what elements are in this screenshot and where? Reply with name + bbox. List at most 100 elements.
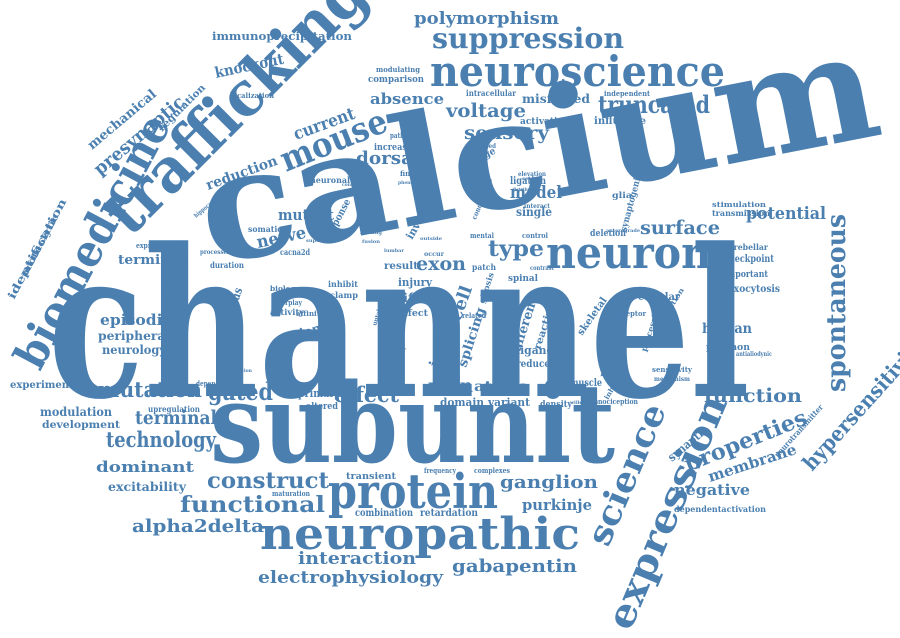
word-finding: finding bbox=[400, 169, 428, 178]
word-phenotype: phenotype bbox=[398, 180, 424, 186]
word-absence: absence bbox=[370, 90, 444, 108]
word-functional: functional bbox=[180, 492, 325, 518]
word-consistent: consistent bbox=[342, 182, 369, 188]
word-mutation: mutation bbox=[98, 377, 202, 402]
word-reduce: reduce bbox=[516, 359, 550, 370]
word-experimental: experimental bbox=[10, 380, 84, 391]
word-development: development bbox=[42, 420, 120, 431]
word-variant: variant bbox=[487, 396, 531, 409]
word-cacna2d: cacna2d bbox=[280, 247, 310, 257]
word-negative: negative bbox=[674, 481, 750, 499]
word-clamp: clamp bbox=[330, 290, 358, 300]
word-purkinje: purkinje bbox=[522, 496, 592, 514]
word-ligand: ligand bbox=[516, 344, 554, 357]
word-peripheral: peripheral bbox=[98, 329, 170, 343]
word-independent: independent bbox=[604, 89, 651, 98]
word-human: human bbox=[702, 321, 752, 337]
word-misfolded: misfolded bbox=[522, 92, 591, 106]
word-receptor: receptor bbox=[614, 309, 646, 318]
word-spontaneous: spontaneous bbox=[822, 214, 852, 392]
word-transmission: transmission bbox=[712, 208, 770, 218]
word-animal: animal bbox=[360, 221, 383, 228]
word-complexes: complexes bbox=[474, 466, 510, 475]
word-somatic: somatic bbox=[248, 224, 282, 234]
word-contrast: contrast bbox=[530, 265, 554, 272]
word-spinal: spinal bbox=[508, 274, 539, 284]
word-increase: increase bbox=[374, 143, 412, 153]
word-subunit: subunit bbox=[210, 359, 615, 488]
word-affinity: affinity bbox=[296, 309, 325, 318]
word-interaction: interaction bbox=[298, 549, 416, 569]
word-neuronal: neuronal bbox=[310, 175, 350, 185]
word-intracellular: intracellular bbox=[466, 88, 517, 98]
word-elevation: elevation bbox=[518, 171, 547, 178]
word-dependent: dependent bbox=[196, 379, 231, 388]
word-affect: affect bbox=[398, 309, 429, 319]
word-duration: duration bbox=[210, 260, 244, 270]
word-neuroscience: neuroscience bbox=[430, 47, 725, 96]
word-localization: localization bbox=[230, 91, 274, 100]
word-increased: increased bbox=[466, 143, 497, 150]
word-surface: surface bbox=[640, 217, 720, 239]
word-mutant: mutant bbox=[278, 206, 334, 224]
word-single: single bbox=[516, 205, 552, 219]
word-ionic: ionic bbox=[386, 339, 404, 346]
word-severe: severe bbox=[522, 176, 542, 182]
word-combination: combination bbox=[355, 508, 414, 519]
word-modulating: modulating bbox=[376, 65, 420, 74]
word-stimulation: stimulation bbox=[712, 200, 766, 209]
word-ataxia: ataxia bbox=[474, 379, 529, 395]
word-outside: outside bbox=[420, 236, 442, 242]
word-neuron: neuron bbox=[546, 228, 711, 279]
word-inhibit: inhibit bbox=[328, 279, 358, 289]
word-potential: potential bbox=[746, 204, 826, 224]
word-gabapentin: gabapentin bbox=[452, 556, 577, 577]
word-polymorphism: polymorphism bbox=[414, 9, 559, 29]
word-plasmon: plasmon bbox=[706, 343, 750, 353]
word-electrophysiology: electrophysiology bbox=[258, 568, 444, 588]
word-comparison: comparison bbox=[368, 75, 424, 85]
word-ganglion: ganglion bbox=[500, 472, 598, 493]
word-effect: effect bbox=[334, 382, 399, 407]
word-model: model bbox=[510, 183, 562, 203]
word-cerebellar: cerebellar bbox=[724, 242, 769, 252]
word-additional: additional bbox=[272, 339, 298, 345]
word-neuropathic: neuropathic bbox=[260, 509, 580, 560]
word-alpha2delta: alpha2delta bbox=[132, 516, 264, 537]
word-patch: patch bbox=[472, 262, 496, 272]
word-injury: injury bbox=[398, 276, 433, 289]
word-activation: activation bbox=[520, 117, 570, 127]
word-voltage: voltage bbox=[445, 100, 526, 122]
word-fusion: fusion bbox=[362, 239, 380, 245]
word-suppression: suppression bbox=[432, 22, 624, 55]
word-type: type bbox=[488, 236, 544, 262]
word-domain: domain bbox=[440, 396, 484, 409]
word-factor: factor bbox=[386, 347, 407, 354]
word-influence: influence bbox=[594, 116, 646, 127]
word-immunoprecipitation: immunoprecipitation bbox=[212, 30, 352, 43]
word-pathway: pathway bbox=[390, 131, 417, 140]
word-technology: technology bbox=[106, 427, 217, 452]
word-superficial: superficial bbox=[306, 238, 336, 244]
word-maturation: maturation bbox=[272, 489, 310, 498]
word-channel: channel bbox=[48, 205, 750, 445]
word-distribution: distribution bbox=[512, 187, 540, 193]
word-checkpoint: checkpoint bbox=[724, 254, 774, 265]
word-construct: construct bbox=[207, 468, 330, 494]
word-sensory: sensory bbox=[464, 122, 550, 144]
word-interplay: interplay bbox=[272, 298, 303, 307]
word-sensitivity: sensitivity bbox=[652, 365, 693, 374]
word-lumbar: lumbar bbox=[384, 248, 404, 254]
word-exon: exon bbox=[416, 253, 466, 275]
word-excitability: excitability bbox=[108, 480, 187, 494]
word-muscle: muscle bbox=[570, 378, 602, 389]
word-binding: binding bbox=[360, 229, 383, 236]
word-terminal: terminal bbox=[135, 407, 217, 429]
word-neurology: neurology bbox=[102, 343, 167, 357]
word-activity: activity bbox=[270, 307, 304, 317]
word-occur: occur bbox=[424, 251, 445, 258]
word-episodic: episodic bbox=[100, 311, 172, 329]
word-expressed: expressed bbox=[136, 241, 170, 250]
word-protein: protein bbox=[328, 464, 498, 520]
